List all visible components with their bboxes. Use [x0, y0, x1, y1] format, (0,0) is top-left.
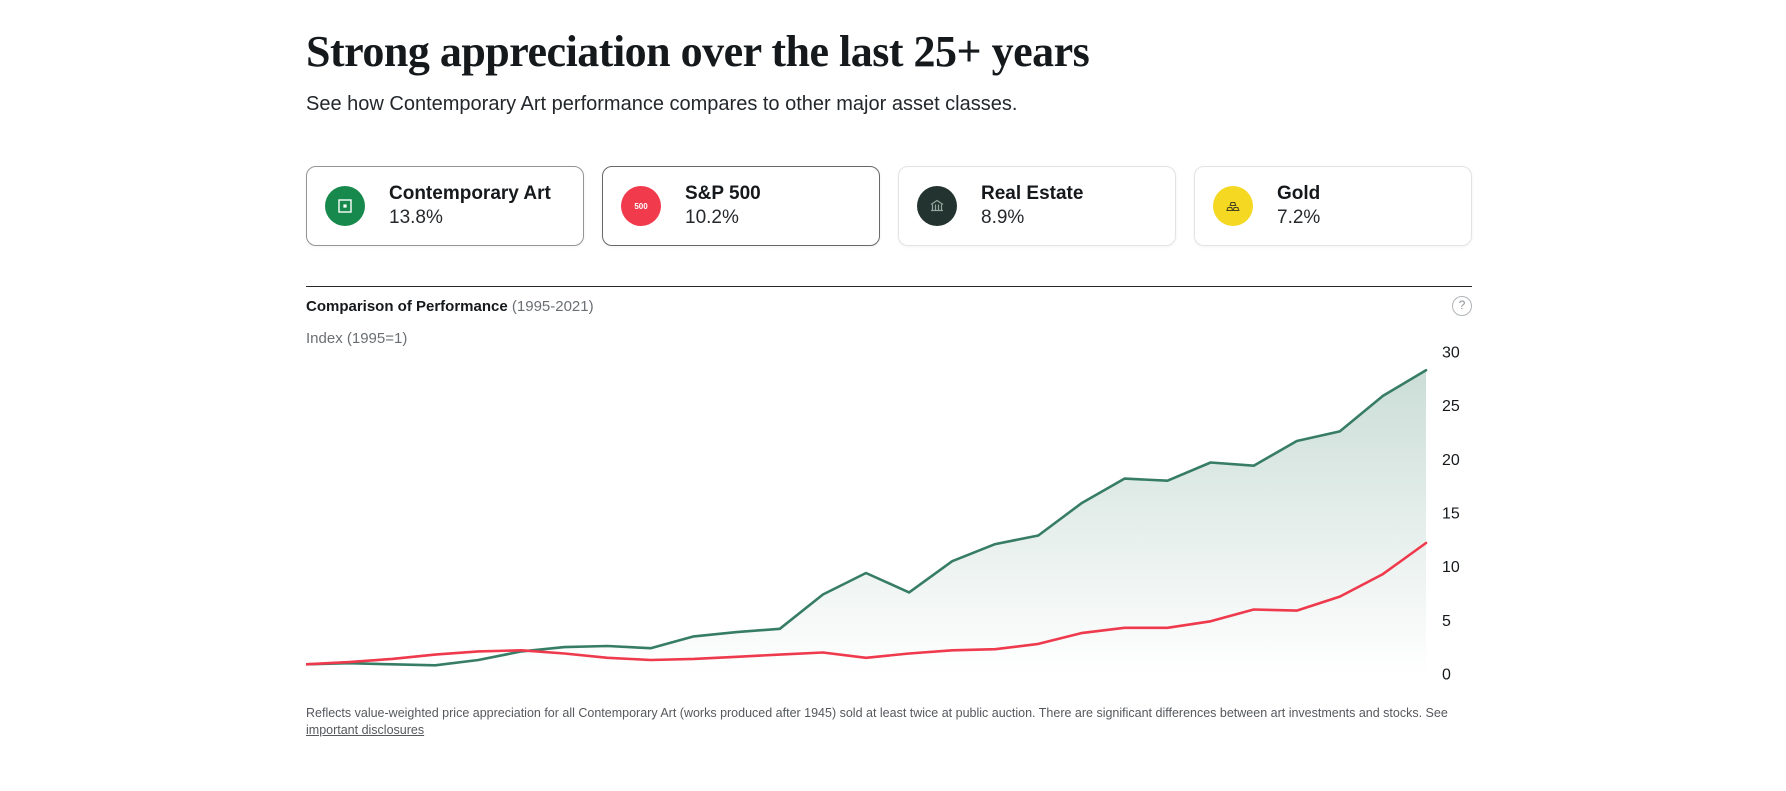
contemporary-art-line [306, 368, 1428, 667]
performance-section: Strong appreciation over the last 25+ ye… [306, 0, 1472, 739]
y-tick-label: 0 [1442, 667, 1451, 684]
y-tick-label: 5 [1442, 613, 1451, 630]
y-axis-title: Index (1995=1) [306, 330, 408, 347]
card-value: 8.9% [981, 206, 1025, 228]
help-icon[interactable]: ? [1452, 296, 1472, 316]
section-divider [306, 286, 1472, 287]
disclosure-footnote: Reflects value-weighted price appreciati… [306, 705, 1472, 739]
artwork-frame-icon [338, 199, 352, 213]
y-tick-label: 20 [1442, 452, 1460, 469]
card-contemporary-art[interactable]: Contemporary Art 13.8% [306, 166, 584, 246]
y-tick-label: 30 [1442, 345, 1460, 362]
contemporary-art-dot [325, 186, 365, 226]
performance-chart: 0 5 10 15 20 25 30 [306, 345, 1460, 684]
y-axis-labels: 0 5 10 15 20 25 30 [1442, 345, 1460, 684]
footnote-text: Reflects value-weighted price appreciati… [306, 706, 1448, 720]
card-title: S&P 500 [685, 182, 761, 204]
asset-cards: Contemporary Art 13.8% 500 S&P 500 10.2%… [306, 166, 1472, 246]
card-title: Contemporary Art [389, 182, 551, 204]
sp500-badge-icon: 500 [634, 201, 648, 211]
chart-title: Comparison of Performance (1995-2021) [306, 297, 594, 315]
sp500-line [306, 541, 1428, 666]
real-estate-dot [917, 186, 957, 226]
card-title: Real Estate [981, 182, 1084, 204]
card-sp500[interactable]: 500 S&P 500 10.2% [602, 166, 880, 246]
sp500-dot: 500 [621, 186, 661, 226]
card-gold[interactable]: Gold 7.2% [1194, 166, 1472, 246]
card-real-estate[interactable]: Real Estate 8.9% [898, 166, 1176, 246]
card-title: Gold [1277, 182, 1321, 204]
y-tick-label: 10 [1442, 559, 1460, 576]
card-value: 7.2% [1277, 206, 1321, 228]
contemporary-art-area [306, 370, 1426, 675]
y-tick-label: 25 [1442, 398, 1460, 415]
important-disclosures-link[interactable]: important disclosures [306, 722, 425, 737]
page-subtitle: See how Contemporary Art performance com… [306, 93, 1018, 115]
card-value: 10.2% [685, 206, 739, 228]
gold-dot [1213, 186, 1253, 226]
card-value: 13.8% [389, 206, 443, 228]
y-tick-label: 15 [1442, 506, 1460, 523]
gold-bars-icon [1226, 201, 1240, 212]
chart-header: Comparison of Performance (1995-2021) ? [306, 296, 1472, 316]
building-icon [930, 199, 944, 212]
page-title: Strong appreciation over the last 25+ ye… [306, 27, 1090, 76]
chart-date-range: (1995-2021) [511, 297, 594, 315]
